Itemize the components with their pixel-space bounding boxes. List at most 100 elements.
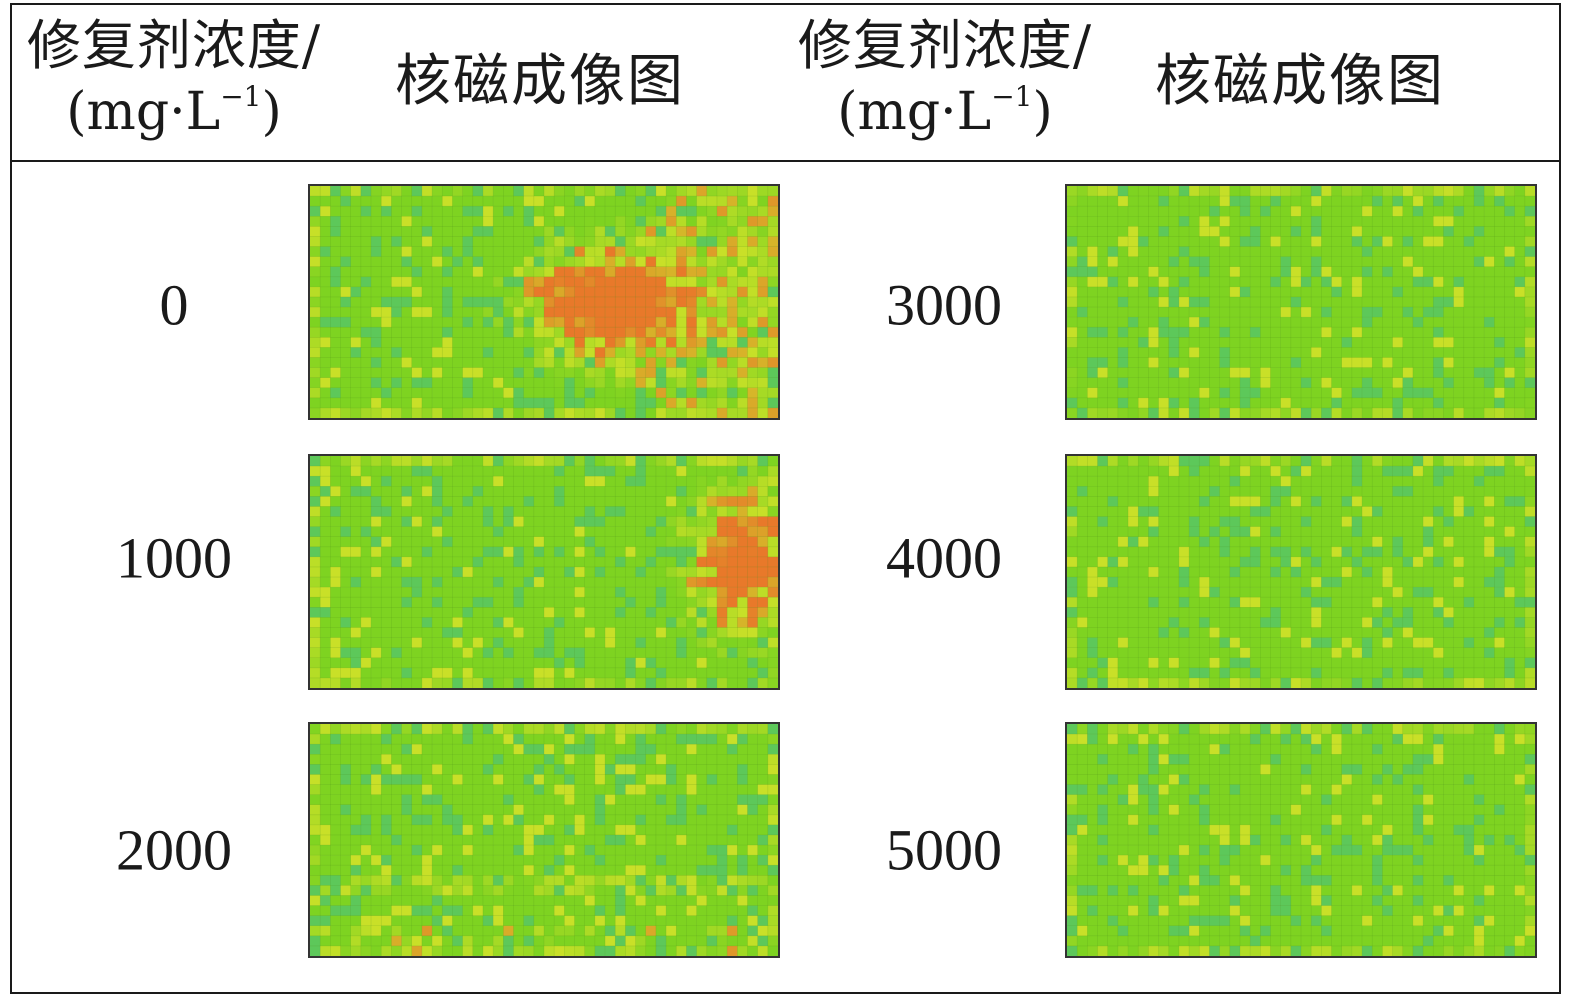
nmr-pixel [554,657,565,669]
nmr-pixel [1260,476,1271,487]
nmr-pixel [320,895,331,906]
nmr-pixel [482,905,494,916]
nmr-pixel [320,885,331,896]
nmr-pixel [767,734,778,745]
nmr-pixel [401,875,413,886]
nmr-pixel [737,486,748,497]
nmr-pixel [645,196,657,207]
nmr-pixel [391,824,402,836]
nmr-pixel [493,246,504,257]
nmr-pixel [594,677,606,688]
nmr-pixel [1067,367,1078,378]
nmr-pixel [615,814,626,826]
nmr-pixel [696,407,708,418]
nmr-pixel [401,317,413,328]
nmr-pixel [421,667,433,679]
nmr-pixel [1199,486,1210,497]
nmr-pixel [625,774,636,785]
nmr-pixel [594,276,606,288]
nmr-pixel [1453,337,1465,348]
nmr-pixel [401,804,413,816]
nmr-pixel [615,577,626,588]
nmr-pixel [1168,506,1180,517]
nmr-pixel [1362,236,1373,247]
nmr-pixel [1239,296,1251,308]
nmr-pixel [1107,307,1119,318]
nmr-pixel [1392,327,1404,338]
nmr-pixel [421,855,433,866]
nmr-pixel [1087,246,1098,257]
nmr-pixel [645,794,657,805]
nmr-pixel [1412,317,1424,328]
nmr-pixel [574,804,585,816]
nmr-pixel [381,754,392,765]
nmr-pixel [554,486,565,497]
nmr-pixel [503,627,514,638]
nmr-pixel [1077,337,1088,348]
nmr-pixel [330,377,341,389]
nmr-pixel [462,577,474,588]
nmr-pixel [411,266,423,278]
nmr-pixel [605,824,616,836]
nmr-pixel [1392,337,1404,348]
nmr-pixel [1494,506,1505,517]
nmr-pixel [1433,377,1444,389]
nmr-pixel [1311,317,1322,328]
nmr-pixel [503,337,514,348]
nmr-pixel [442,875,453,886]
nmr-pixel [584,566,596,578]
nmr-pixel [523,734,535,745]
nmr-pixel [1168,407,1180,418]
nmr-pixel [676,286,687,298]
nmr-pixel [360,824,372,836]
nmr-pixel [625,834,636,846]
nmr-pixel [1107,266,1119,278]
nmr-pixel [584,774,596,785]
nmr-pixel [716,216,728,227]
nmr-pixel [696,865,708,876]
nmr-pixel [767,587,778,598]
nmr-pixel [1290,476,1302,487]
nmr-pixel [493,764,504,775]
nmr-pixel [716,945,728,956]
nmr-pixel [1117,387,1129,399]
nmr-pixel [1117,337,1129,348]
nmr-pixel [1290,516,1302,527]
nmr-pixel [686,476,697,487]
header-unit-label: (mg·L−1) [66,80,282,142]
nmr-pixel [584,925,596,937]
nmr-pixel [554,276,565,288]
nmr-pixel [1229,296,1241,308]
nmr-pixel [564,456,575,467]
nmr-pixel [716,266,728,278]
nmr-pixel [320,516,331,527]
nmr-pixel [432,296,443,308]
nmr-pixel [1423,226,1434,237]
nmr-pixel [452,774,463,785]
nmr-pixel [615,744,626,755]
nmr-pixel [482,566,494,578]
nmr-pixel [350,794,362,805]
nmr-pixel [371,607,382,618]
nmr-pixel [1270,337,1281,348]
nmr-pixel [686,834,697,846]
nmr-pixel [310,286,321,298]
nmr-pixel [350,566,362,578]
nmr-pixel [1178,397,1190,409]
nmr-pixel [716,546,728,558]
nmr-pixel [1260,526,1271,537]
nmr-pixel [1321,456,1332,467]
nmr-pixel [421,734,433,745]
nmr-pixel [462,196,474,207]
nmr-pixel [574,925,585,937]
nmr-pixel [605,456,616,467]
nmr-pixel [706,246,718,257]
nmr-pixel [533,804,545,816]
nmr-pixel [706,506,718,517]
nmr-pixel [391,556,402,568]
nmr-pixel [655,724,667,735]
nmr-pixel [1321,216,1332,227]
nmr-pixel [645,925,657,937]
nmr-pixel [1382,226,1393,237]
nmr-pixel [401,915,413,927]
